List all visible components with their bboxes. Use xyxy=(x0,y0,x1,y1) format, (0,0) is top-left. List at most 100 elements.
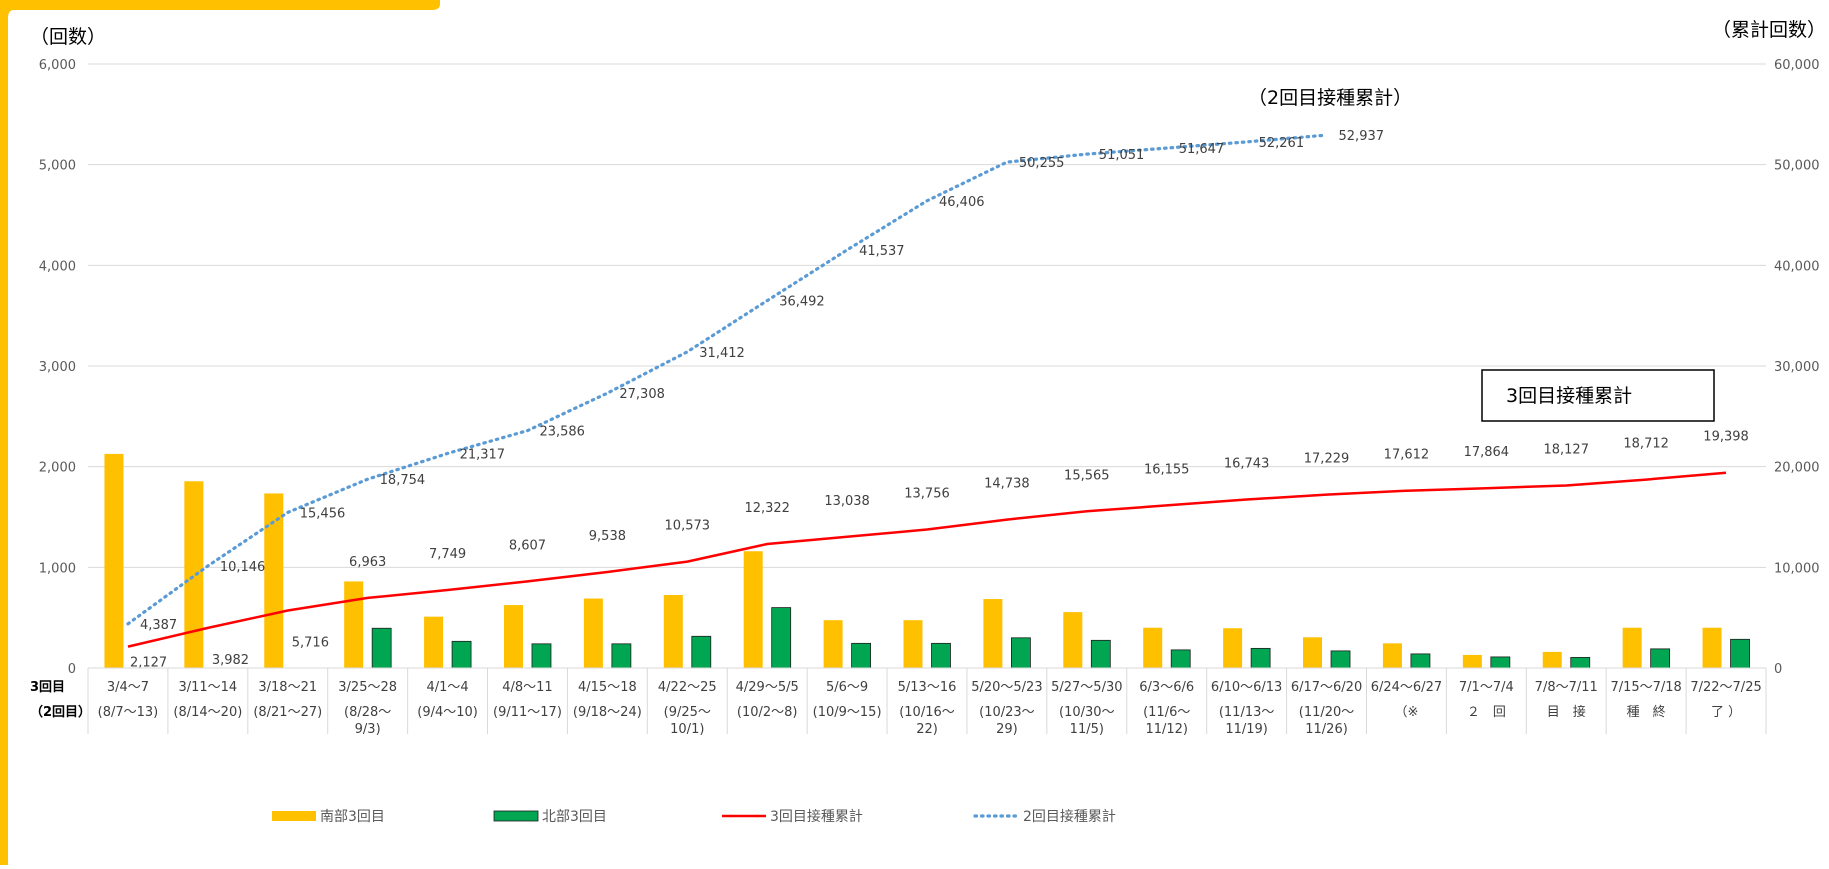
dose2-data-label: 41,537 xyxy=(859,244,905,259)
x-subtick-label: ２ 回 xyxy=(1467,705,1506,720)
dose2-data-label: 27,308 xyxy=(619,387,665,402)
x-tick-label: 7/22～7/25 xyxy=(1690,680,1761,695)
dose2-data-label: 51,647 xyxy=(1179,142,1225,157)
x-subtick-label: (10/23～ xyxy=(979,705,1035,720)
bar-south xyxy=(983,599,1003,668)
dose3-data-label: 16,743 xyxy=(1224,456,1270,471)
dose3-data-label: 5,716 xyxy=(292,635,329,650)
y-left-tick-label: 1,000 xyxy=(39,561,76,576)
dose3-data-label: 19,398 xyxy=(1703,430,1749,445)
y-right-tick-label: 30,000 xyxy=(1774,360,1820,375)
row1-label: 3回目 xyxy=(30,680,65,695)
bar-south xyxy=(1462,654,1482,668)
x-tick-label: 6/3～6/6 xyxy=(1139,680,1194,695)
bar-south xyxy=(1702,627,1722,668)
bar-north xyxy=(1650,648,1671,669)
dose3-data-label: 2,127 xyxy=(130,656,167,671)
legend-label: 2回目接種累計 xyxy=(1023,808,1116,825)
x-subtick-label: (11/13～ xyxy=(1219,705,1275,720)
bar-north xyxy=(1410,653,1431,669)
y-left-tick-label: 2,000 xyxy=(39,461,76,476)
x-subtick-label: (8/14～20) xyxy=(173,705,242,720)
x-subtick-label: 目 接 xyxy=(1547,704,1586,720)
bar-north xyxy=(1330,650,1351,669)
axes: 0 0 1,000 10,000 2,000 20,000 3,000 30,000 4,000… xyxy=(39,58,1820,677)
bar-north xyxy=(1490,656,1511,669)
x-subtick-label: 種 終 xyxy=(1627,704,1666,720)
legend-swatch xyxy=(272,811,316,821)
x-subtick-label: 9/3) xyxy=(355,722,381,737)
data-labels: 2,127 3,982 5,716 6,963 7,749 8,607 9,538 10,57… xyxy=(130,129,1749,670)
x-tick-label: 5/13～16 xyxy=(898,680,957,695)
x-tick-label: 5/6～9 xyxy=(826,680,868,695)
x-tick-label: 7/8～7/11 xyxy=(1535,680,1598,695)
y-left-tick-label: 3,000 xyxy=(39,360,76,375)
dose2-data-label: 15,456 xyxy=(300,506,346,521)
x-tick-label: 6/10～6/13 xyxy=(1211,680,1282,695)
dose2-data-label: 21,317 xyxy=(460,447,506,462)
x-tick-label: 4/22～25 xyxy=(658,680,717,695)
x-subtick-label: 10/1) xyxy=(670,722,704,737)
y-right-tick-label: 50,000 xyxy=(1774,159,1820,174)
bar-south xyxy=(1223,628,1243,668)
dose3-data-label: 14,738 xyxy=(984,477,1030,492)
y-right-tick-label: 40,000 xyxy=(1774,259,1820,274)
bar-south xyxy=(1622,627,1642,668)
gridlines xyxy=(88,63,1766,669)
bar-south xyxy=(503,605,523,668)
x-tick-label: 6/17～6/20 xyxy=(1291,680,1362,695)
bar-north xyxy=(1170,649,1191,669)
y-left-tick-label: 5,000 xyxy=(39,159,76,174)
x-tick-label: 3/11～14 xyxy=(178,680,237,695)
x-subtick-label: (8/21～27) xyxy=(253,705,322,720)
x-tick-label: 7/1～7/4 xyxy=(1459,680,1514,695)
dose3-data-label: 3,982 xyxy=(212,653,249,668)
y-right-axis-title: （累計回数） xyxy=(1712,19,1826,41)
x-tick-label: 3/18～21 xyxy=(258,680,317,695)
bar-north xyxy=(851,642,871,669)
bar-north xyxy=(451,640,472,669)
bar-north xyxy=(691,635,712,669)
bar-south xyxy=(663,595,683,668)
dose3-data-label: 13,756 xyxy=(904,487,950,502)
dose3-annotation-box xyxy=(1481,369,1715,422)
dose3-data-label: 17,229 xyxy=(1304,452,1350,467)
dose2-data-label: 46,406 xyxy=(939,195,985,210)
dose3-data-label: 7,749 xyxy=(429,547,466,562)
legend-label: 南部3回目 xyxy=(320,809,385,825)
bar-north xyxy=(1011,637,1031,669)
bar-south xyxy=(743,551,763,668)
bar-south xyxy=(1542,651,1562,668)
dose2-data-label: 52,937 xyxy=(1339,129,1385,144)
bars xyxy=(104,453,1750,669)
x-subtick-label: (10/30～ xyxy=(1059,705,1115,720)
x-subtick-label: 22) xyxy=(916,722,938,737)
x-tick-label: 3/25～28 xyxy=(338,680,397,695)
bar-south xyxy=(1063,612,1083,668)
bar-south xyxy=(823,620,843,668)
x-subtick-label: 29) xyxy=(996,722,1018,737)
dose3-data-label: 6,963 xyxy=(349,555,386,570)
x-tick-label: 4/1～4 xyxy=(426,680,468,695)
x-subtick-label: (9/4～10) xyxy=(417,705,478,720)
x-tick-label: 5/20～5/23 xyxy=(971,680,1042,695)
x-tick-label: 3/4～7 xyxy=(107,680,149,695)
dose2-data-label: 18,754 xyxy=(380,473,426,488)
dose2-data-label: 36,492 xyxy=(779,295,825,310)
x-tick-label: 4/29～5/5 xyxy=(736,680,799,695)
row2-label: （2回目） xyxy=(30,704,91,720)
x-subtick-label: （※ xyxy=(1394,705,1418,720)
x-subtick-label: (11/6～ xyxy=(1143,705,1190,720)
y-right-tick-label: 0 xyxy=(1774,662,1782,677)
legend-swatch xyxy=(493,810,539,822)
x-subtick-label: (10/2～8) xyxy=(737,705,798,720)
x-subtick-label: 11/26) xyxy=(1305,722,1348,737)
bar-south xyxy=(1143,627,1163,668)
y-left-tick-label: 6,000 xyxy=(39,58,76,73)
bar-north xyxy=(611,643,632,669)
dose3-data-label: 9,538 xyxy=(589,529,626,544)
bar-north xyxy=(1730,638,1750,669)
x-tick-label: 6/24～6/27 xyxy=(1371,680,1442,695)
x-subtick-label: (9/25～ xyxy=(664,705,711,720)
x-subtick-label: 了 ） xyxy=(1711,705,1741,720)
